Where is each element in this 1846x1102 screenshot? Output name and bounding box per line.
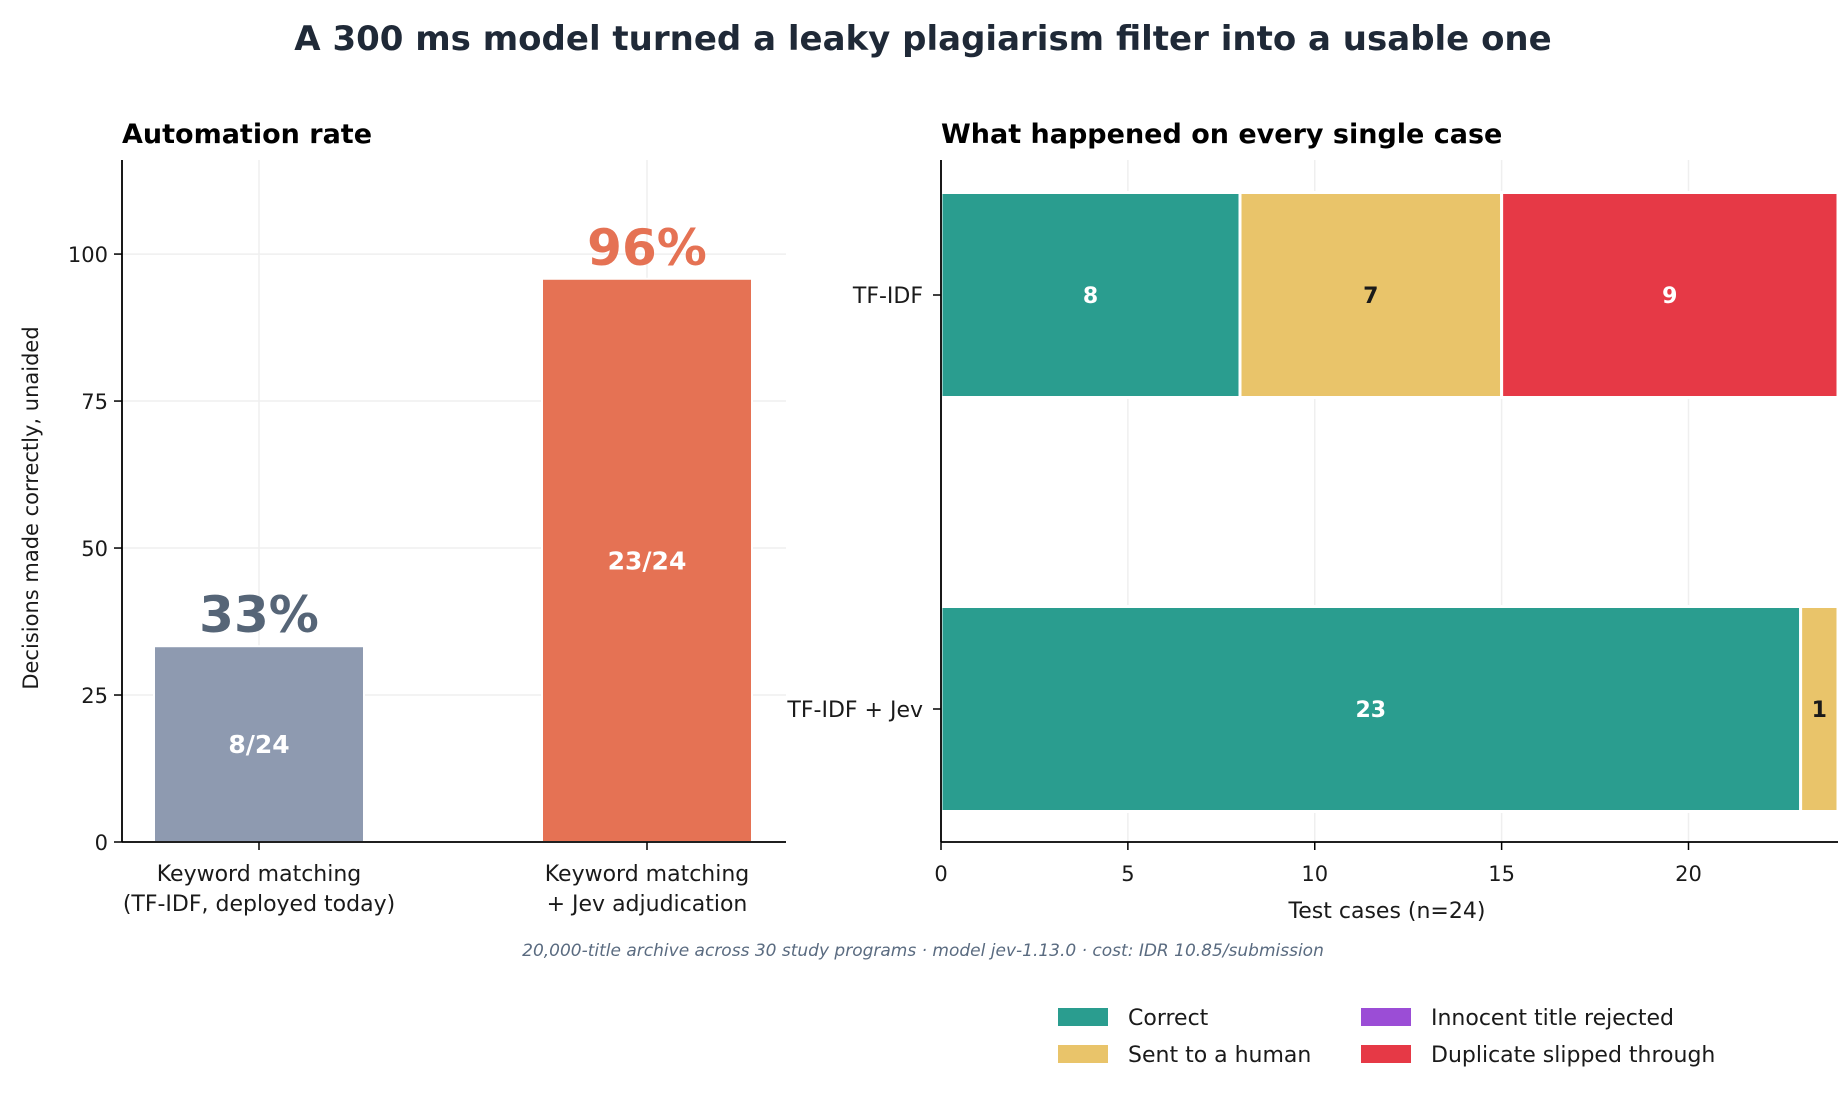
legend-swatch bbox=[1058, 1008, 1108, 1026]
y-tick-label: 75 bbox=[81, 390, 108, 414]
left-chart-title: Automation rate bbox=[122, 119, 372, 150]
bar bbox=[541, 277, 753, 843]
right-x-axis-label: Test cases (n=24) bbox=[1288, 899, 1486, 924]
x-tick-label: 15 bbox=[1488, 862, 1515, 886]
segment-value-label: 8 bbox=[1083, 284, 1098, 309]
x-tick-label: Keyword matching bbox=[545, 862, 750, 887]
automation-rate-chart: Automation rate Decisions made correctly… bbox=[19, 119, 786, 917]
y-tick-label: 0 bbox=[95, 831, 108, 855]
stacked-segment bbox=[939, 605, 1803, 813]
bar-inner-label: 23/24 bbox=[608, 546, 687, 575]
footnote: 20,000-title archive across 30 study pro… bbox=[522, 941, 1324, 961]
y-tick-label: TF-IDF + Jev bbox=[786, 698, 923, 723]
x-tick-label: 0 bbox=[934, 862, 947, 886]
case-outcomes-chart: What happened on every single case Test … bbox=[786, 119, 1840, 924]
legend-swatch bbox=[1361, 1008, 1411, 1026]
stacked-segment bbox=[1799, 605, 1840, 813]
segment-value-label: 23 bbox=[1356, 698, 1387, 723]
legend-label: Duplicate slipped through bbox=[1431, 1043, 1715, 1068]
stacked-segment bbox=[939, 191, 1242, 399]
bar-inner-label: 8/24 bbox=[228, 730, 289, 759]
x-tick-label: 20 bbox=[1675, 862, 1702, 886]
y-tick-label: TF-IDF bbox=[852, 284, 923, 309]
segment-value-label: 9 bbox=[1662, 284, 1677, 309]
legend: Correct Sent to a human Innocent title rej… bbox=[1058, 1006, 1715, 1068]
legend-label: Sent to a human bbox=[1128, 1043, 1311, 1068]
segment-value-label: 7 bbox=[1363, 284, 1378, 309]
y-tick-label: 50 bbox=[81, 537, 108, 561]
x-tick-label: 10 bbox=[1301, 862, 1328, 886]
legend-swatch bbox=[1361, 1045, 1411, 1063]
y-tick-label: 25 bbox=[81, 684, 108, 708]
x-tick-label: (TF-IDF, deployed today) bbox=[123, 892, 395, 917]
legend-label: Innocent title rejected bbox=[1431, 1006, 1674, 1031]
y-tick-label: 100 bbox=[68, 243, 108, 267]
right-chart-title: What happened on every single case bbox=[941, 119, 1502, 150]
stacked-segment bbox=[1500, 191, 1840, 399]
x-tick-label: 5 bbox=[1121, 862, 1134, 886]
bar-value-label: 96% bbox=[587, 219, 707, 277]
stacked-segment bbox=[1238, 191, 1504, 399]
bar-value-label: 33% bbox=[199, 586, 319, 644]
figure-title: A 300 ms model turned a leaky plagiarism… bbox=[294, 19, 1551, 59]
segment-value-label: 1 bbox=[1812, 698, 1827, 723]
legend-swatch bbox=[1058, 1045, 1108, 1063]
left-y-axis-label: Decisions made correctly, unaided bbox=[19, 326, 43, 689]
x-tick-label: Keyword matching bbox=[157, 862, 362, 887]
x-tick-label: + Jev adjudication bbox=[547, 892, 748, 917]
legend-label: Correct bbox=[1128, 1006, 1209, 1031]
